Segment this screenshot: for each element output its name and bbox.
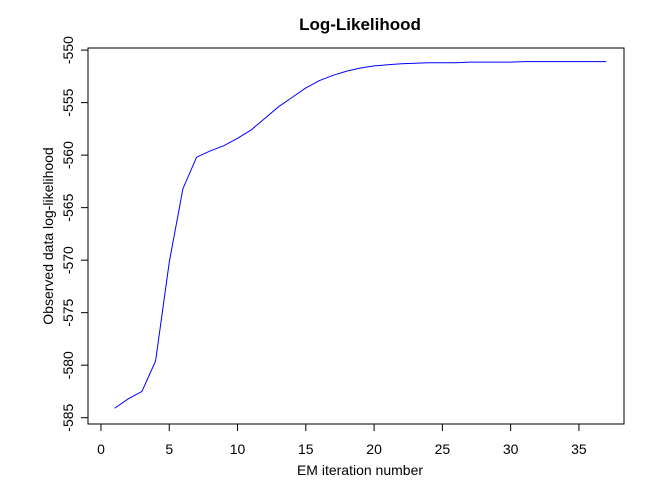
y-tick-label: -550 [60, 36, 76, 64]
y-tick-label: -580 [60, 351, 76, 379]
x-tick-label: 10 [230, 441, 246, 457]
x-tick-label: 35 [571, 441, 587, 457]
x-tick-label: 15 [298, 441, 314, 457]
x-tick-label: 0 [97, 441, 105, 457]
x-tick-label: 30 [503, 441, 519, 457]
y-tick-label: -570 [60, 246, 76, 274]
y-tick-label: -585 [60, 403, 76, 431]
y-tick-label: -555 [60, 88, 76, 116]
x-axis-label: EM iteration number [297, 462, 423, 478]
y-tick-label: -560 [60, 141, 76, 169]
y-tick-label: -575 [60, 298, 76, 326]
x-tick-label: 20 [366, 441, 382, 457]
x-tick-label: 5 [165, 441, 173, 457]
x-tick-label: 25 [435, 441, 451, 457]
chart-title: Log-Likelihood [299, 15, 421, 34]
y-tick-label: -565 [60, 193, 76, 221]
y-axis-label: Observed data log-likelihood [40, 147, 56, 324]
data-line [114, 61, 607, 409]
